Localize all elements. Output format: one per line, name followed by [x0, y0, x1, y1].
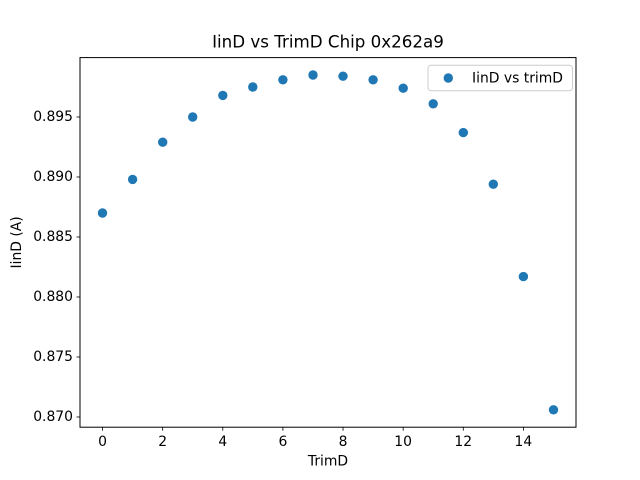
y-tick-label: 0.875	[33, 349, 73, 365]
data-point	[158, 137, 168, 147]
data-point	[458, 127, 468, 138]
y-axis: 0.870 0.875 0.880 0.885 0.890 0.895	[33, 109, 80, 425]
data-point	[368, 75, 378, 85]
y-tick-label: 0.870	[33, 409, 73, 425]
axes-spines	[79, 57, 577, 428]
y-tick-label: 0.885	[33, 229, 73, 245]
data-point	[398, 83, 408, 93]
data-point	[308, 70, 318, 80]
data-point	[338, 71, 348, 81]
x-tick-label: 4	[218, 434, 227, 450]
y-axis-label: IinD (A)	[9, 216, 25, 268]
x-axis: 0 2 4 6 8 10 12 14	[98, 427, 532, 450]
x-tick-label: 10	[394, 434, 412, 450]
y-tick-label: 0.890	[33, 169, 73, 185]
data-point	[428, 99, 438, 109]
legend-marker-icon	[443, 73, 453, 83]
data-point	[488, 179, 498, 189]
data-point	[518, 271, 529, 282]
x-tick-label: 12	[454, 434, 472, 450]
legend-label: IinD vs trimD	[472, 70, 563, 86]
x-tick-label: 14	[515, 434, 533, 450]
scatter-series	[97, 70, 559, 415]
y-tick-label: 0.880	[33, 289, 73, 305]
data-point	[218, 90, 228, 101]
x-tick-label: 2	[158, 434, 167, 450]
x-axis-label: TrimD	[307, 454, 348, 470]
chart-title: IinD vs TrimD Chip 0x262a9	[212, 32, 444, 52]
x-tick-label: 6	[278, 434, 287, 450]
legend: IinD vs trimD	[427, 64, 573, 92]
x-tick-label: 0	[98, 434, 107, 450]
data-point	[127, 174, 138, 185]
data-point	[97, 208, 108, 218]
data-point	[278, 75, 288, 85]
plot-area	[80, 57, 576, 428]
data-point	[248, 82, 258, 92]
legend-box	[427, 64, 573, 92]
data-point	[188, 112, 198, 122]
y-tick-label: 0.895	[33, 109, 73, 125]
data-point	[548, 405, 559, 415]
x-tick-label: 8	[339, 434, 348, 450]
